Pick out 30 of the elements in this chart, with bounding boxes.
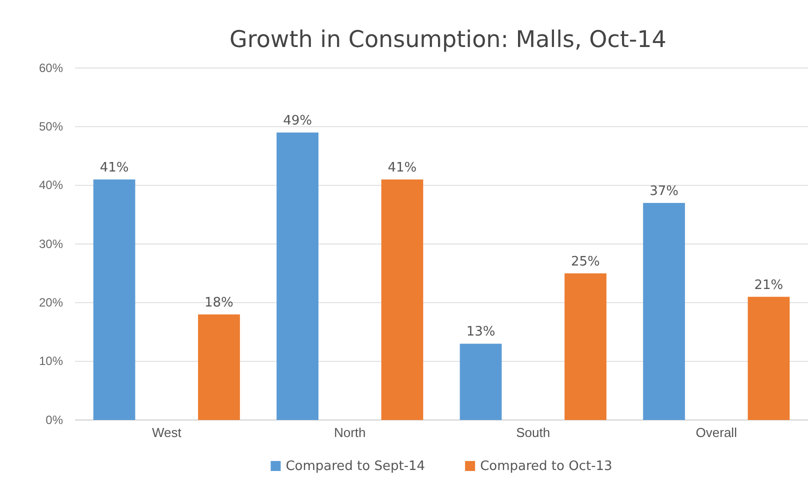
y-tick-label: 0% (46, 412, 64, 427)
data-label: 21% (754, 278, 784, 293)
data-label: 18% (204, 295, 234, 310)
data-label: 37% (650, 184, 678, 199)
legend-label: Compared to Oct-13 (480, 459, 612, 474)
y-tick-label: 20% (38, 296, 64, 310)
x-tick-label: Overall (696, 425, 738, 440)
bar (748, 296, 790, 420)
bar (643, 202, 685, 420)
bar (460, 344, 502, 420)
legend-label: Compared to Sept-14 (286, 459, 426, 474)
x-tick-label: North (334, 425, 366, 440)
data-label: 13% (466, 324, 496, 340)
x-tick-label: South (516, 425, 550, 440)
chart-title: Growth in Consumption: Malls, Oct-14 (230, 27, 666, 53)
y-tick-label: 60% (38, 60, 64, 75)
data-label: 49% (283, 114, 312, 129)
bar (93, 179, 136, 420)
data-label: 41% (388, 160, 417, 176)
x-tick-label: West (152, 425, 182, 440)
bar (381, 179, 424, 420)
bar (198, 314, 240, 420)
data-label: 25% (571, 254, 600, 270)
bar (564, 273, 606, 420)
data-label: 41% (100, 160, 129, 176)
y-tick-label: 10% (38, 354, 64, 368)
y-tick-label: 30% (38, 236, 64, 251)
bar (276, 132, 318, 420)
y-tick-label: 40% (38, 178, 64, 192)
y-tick-label: 50% (38, 120, 64, 134)
